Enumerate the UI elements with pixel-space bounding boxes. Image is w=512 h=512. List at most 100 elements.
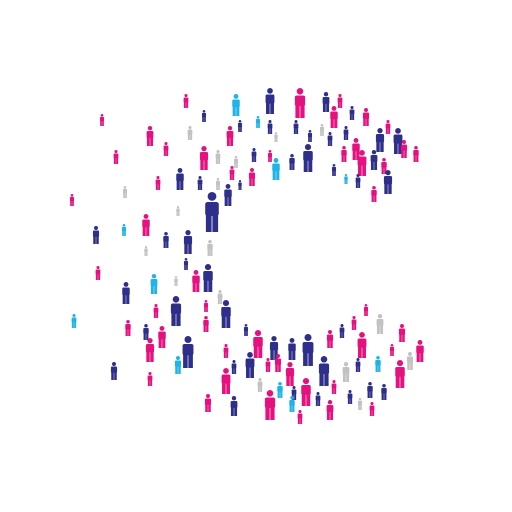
person-icon bbox=[95, 266, 101, 280]
person-icon bbox=[318, 356, 330, 386]
person-icon bbox=[232, 94, 240, 116]
person-icon bbox=[192, 270, 200, 292]
person-icon bbox=[297, 410, 303, 424]
person-icon bbox=[145, 338, 155, 362]
person-icon bbox=[385, 120, 391, 134]
person-icon bbox=[163, 232, 169, 248]
person-icon bbox=[142, 214, 150, 236]
person-icon bbox=[182, 336, 194, 368]
person-icon bbox=[207, 240, 213, 256]
person-icon bbox=[204, 394, 212, 412]
person-icon bbox=[245, 352, 255, 378]
person-icon bbox=[326, 400, 334, 420]
person-icon bbox=[183, 94, 189, 108]
person-icon bbox=[344, 174, 348, 184]
person-icon bbox=[224, 184, 232, 206]
person-icon bbox=[122, 186, 128, 198]
person-icon bbox=[71, 314, 77, 328]
person-icon bbox=[301, 378, 311, 406]
person-icon bbox=[99, 114, 105, 126]
person-icon bbox=[351, 316, 357, 330]
person-icon bbox=[255, 116, 261, 128]
person-icon bbox=[238, 180, 242, 190]
person-icon bbox=[237, 120, 243, 132]
person-icon bbox=[69, 194, 75, 206]
person-icon bbox=[265, 88, 275, 114]
person-icon bbox=[293, 120, 299, 134]
person-icon bbox=[327, 132, 333, 146]
person-icon bbox=[330, 106, 338, 128]
person-icon bbox=[357, 150, 367, 176]
person-icon bbox=[176, 206, 180, 216]
person-icon bbox=[272, 158, 280, 180]
person-icon bbox=[339, 324, 345, 338]
person-icon bbox=[398, 324, 406, 342]
person-icon bbox=[367, 382, 373, 398]
person-icon bbox=[113, 150, 119, 164]
person-icon bbox=[174, 276, 178, 286]
person-icon bbox=[337, 94, 343, 108]
person-icon bbox=[381, 384, 387, 400]
person-icon bbox=[110, 362, 118, 380]
person-icon bbox=[269, 336, 279, 360]
person-icon bbox=[121, 224, 127, 236]
person-icon bbox=[150, 274, 158, 294]
person-icon bbox=[201, 110, 207, 122]
person-icon bbox=[176, 168, 184, 190]
person-icon bbox=[363, 304, 369, 316]
person-icon bbox=[352, 138, 360, 160]
person-icon bbox=[303, 144, 313, 172]
person-icon bbox=[217, 290, 223, 304]
person-icon bbox=[406, 352, 414, 370]
person-icon bbox=[389, 344, 395, 356]
person-icon bbox=[203, 316, 209, 332]
person-icon bbox=[331, 380, 337, 394]
person-icon bbox=[381, 158, 387, 174]
person-icon bbox=[395, 360, 405, 388]
person-icon bbox=[319, 124, 325, 136]
person-icon bbox=[400, 140, 408, 158]
person-icon bbox=[251, 148, 257, 162]
person-icon bbox=[265, 358, 271, 372]
person-icon bbox=[274, 132, 278, 142]
person-icon bbox=[223, 344, 229, 358]
person-icon bbox=[370, 150, 378, 170]
person-icon bbox=[355, 358, 361, 372]
person-icon bbox=[371, 186, 377, 202]
person-icon bbox=[253, 330, 263, 358]
person-icon bbox=[369, 402, 375, 416]
person-icon bbox=[203, 300, 209, 312]
person-icon bbox=[342, 362, 350, 382]
person-icon bbox=[347, 390, 353, 404]
person-icon bbox=[341, 146, 347, 162]
person-icon bbox=[315, 392, 321, 406]
person-icon bbox=[357, 398, 363, 410]
person-icon bbox=[331, 164, 337, 176]
person-icon bbox=[248, 168, 256, 186]
person-icon bbox=[326, 330, 334, 348]
person-icon bbox=[187, 126, 193, 140]
person-icon bbox=[92, 226, 100, 244]
person-icon bbox=[183, 230, 193, 254]
person-icon bbox=[226, 126, 234, 146]
person-icon bbox=[267, 120, 273, 134]
person-icon bbox=[230, 396, 238, 416]
person-icon bbox=[197, 176, 203, 190]
person-icon bbox=[375, 128, 385, 152]
person-icon bbox=[267, 150, 273, 162]
person-icon bbox=[183, 258, 189, 270]
person-icon bbox=[307, 130, 313, 142]
person-icon bbox=[243, 324, 249, 336]
person-icon bbox=[355, 174, 361, 188]
person-icon bbox=[274, 354, 282, 372]
person-icon bbox=[383, 170, 393, 194]
person-icon bbox=[233, 156, 239, 168]
person-icon bbox=[163, 142, 169, 156]
person-icon bbox=[288, 338, 296, 360]
person-icon bbox=[143, 324, 149, 340]
person-icon bbox=[349, 106, 355, 120]
person-icon bbox=[375, 356, 381, 372]
person-icon bbox=[413, 146, 419, 162]
person-icon bbox=[122, 282, 130, 304]
